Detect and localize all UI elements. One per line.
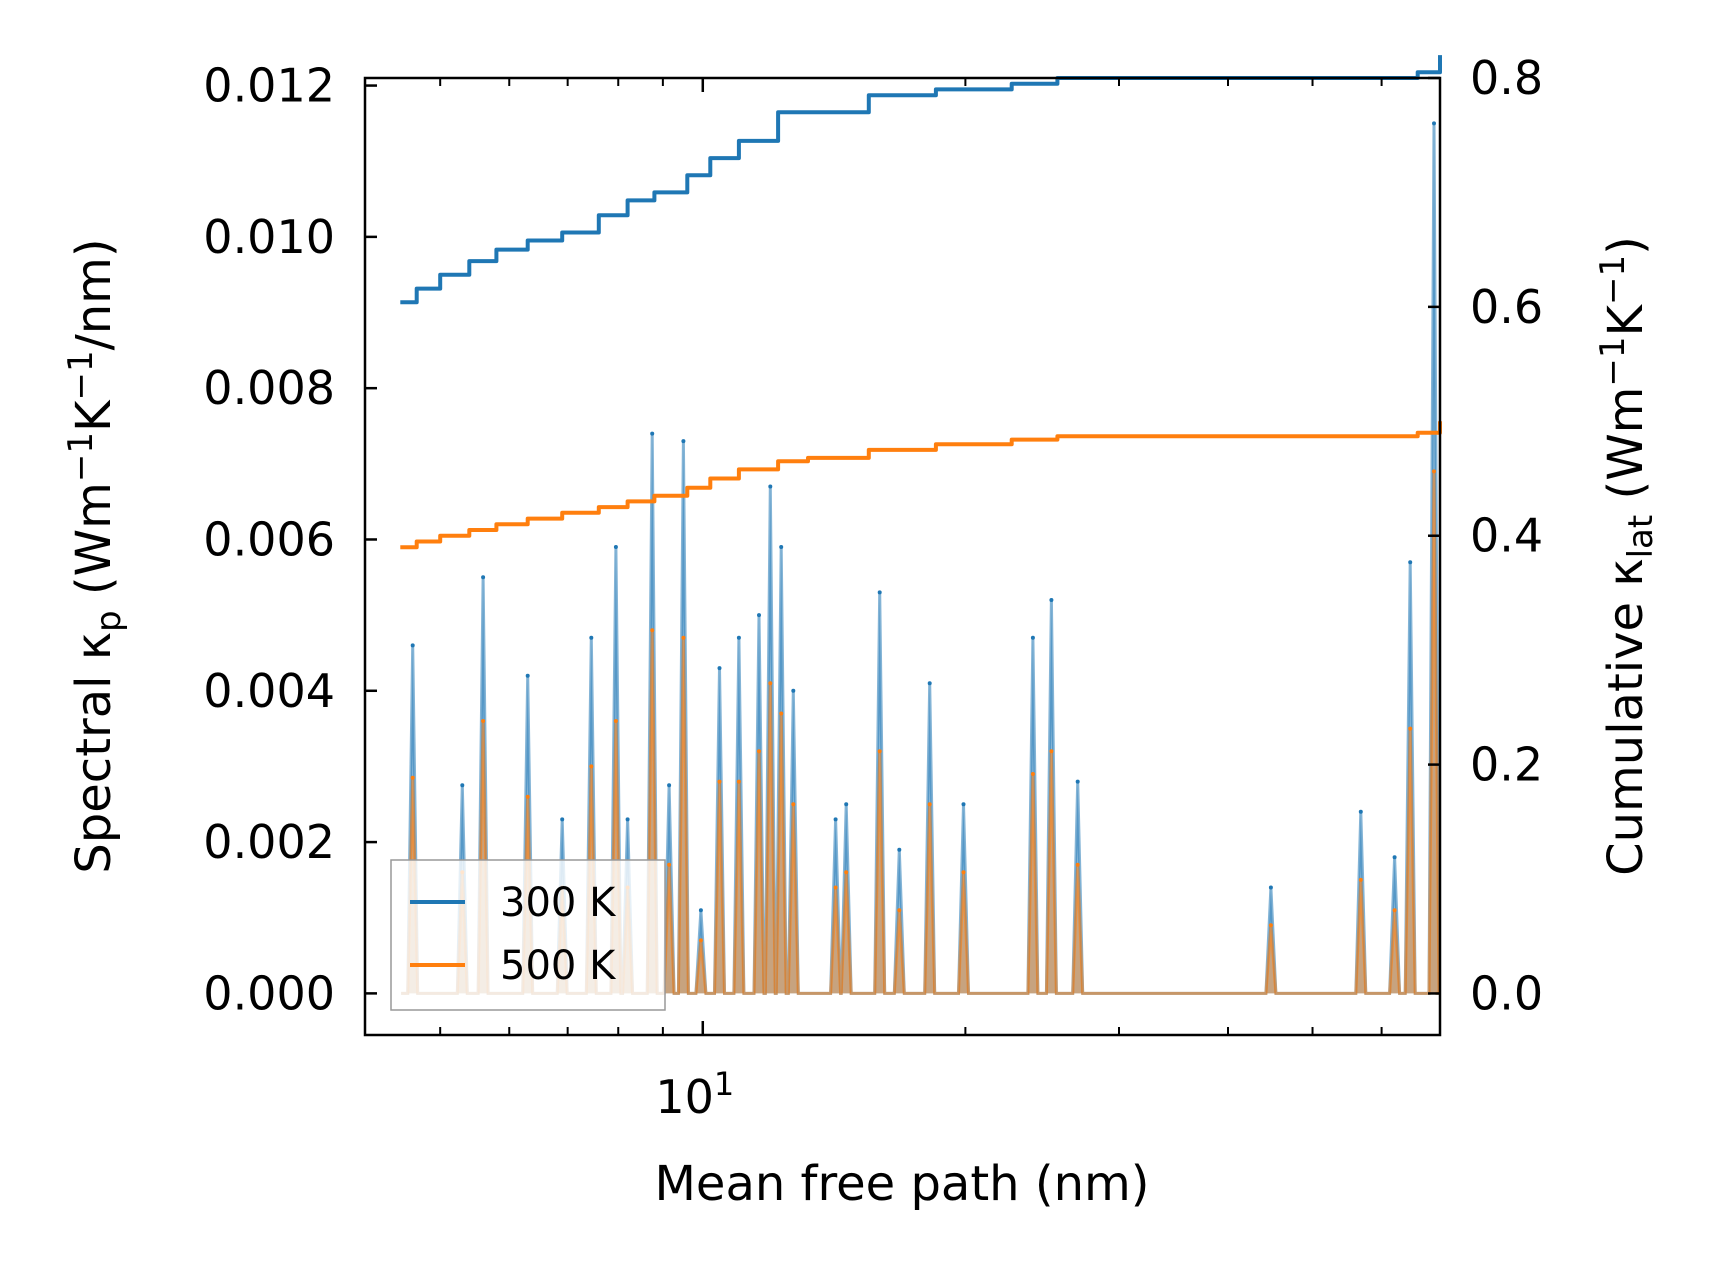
y-left-tick-label-2: 0.004	[203, 664, 335, 718]
spectral-peak-300k-25	[1049, 598, 1054, 602]
spectral-peak-500k-0	[410, 775, 415, 780]
legend-label-300k: 300 K	[500, 880, 617, 926]
spectral-peak-500k-9	[667, 862, 672, 867]
spectral-peak-500k-18	[833, 885, 838, 890]
spectral-peak-500k-15	[768, 681, 773, 686]
y-right-tick-label-2: 0.4	[1470, 509, 1543, 563]
spectral-peak-500k-28	[1358, 877, 1363, 882]
spectral-peak-500k-2	[481, 719, 486, 723]
y-right-tick-label-3: 0.6	[1470, 280, 1543, 334]
spectral-peak-300k-26	[1075, 779, 1080, 784]
spectral-peak-300k-18	[833, 817, 838, 822]
spectral-peak-500k-29	[1392, 908, 1397, 913]
y-right-tick-label-4: 0.8	[1470, 51, 1543, 105]
spectral-peak-300k-5	[589, 635, 594, 640]
cumulative-line-500k	[400, 421, 1442, 550]
spectral-peak-500k-19	[844, 870, 849, 875]
y-left-tick-label-0: 0.000	[203, 966, 335, 1020]
spectral-peak-500k-3	[525, 794, 530, 799]
spectral-peak-300k-19	[844, 802, 849, 807]
spectral-peak-500k-26	[1075, 862, 1080, 867]
y-axis-left-title: Spectral κp (Wm−1K−1/nm)	[61, 238, 129, 873]
y-left-tick-label-1: 0.002	[203, 815, 335, 869]
x-tick-label-0: 101	[655, 1065, 734, 1124]
spectral-peak-500k-12	[717, 779, 722, 784]
spectral-peak-300k-2	[481, 575, 486, 580]
spectral-peak-300k-15	[768, 484, 773, 489]
spectral-peak-500k-24	[1030, 772, 1035, 776]
spectral-peak-300k-8	[650, 431, 655, 436]
spectral-peak-300k-21	[897, 847, 902, 852]
spectral-peak-300k-9	[667, 783, 672, 788]
spectral-peak-500k-16	[779, 711, 784, 716]
legend: 300 K 500 K	[390, 859, 666, 1011]
spectral-peak-500k-27	[1268, 923, 1273, 928]
spectral-peak-300k-10	[681, 439, 686, 444]
spectral-peak-300k-6	[613, 545, 618, 549]
spectral-peak-500k-13	[736, 779, 741, 784]
spectral-peak-500k-23	[961, 870, 966, 875]
spectral-peak-300k-13	[736, 635, 741, 640]
y-right-tick-label-1: 0.2	[1470, 738, 1543, 792]
spectral-peak-300k-16	[779, 545, 784, 549]
spectral-peak-500k-31	[1432, 469, 1436, 474]
spectral-peak-500k-14	[757, 749, 761, 754]
spectral-peak-500k-11	[698, 938, 703, 943]
spectral-peak-300k-22	[927, 681, 932, 686]
spectral-peak-300k-12	[717, 666, 722, 671]
spectral-peak-500k-20	[877, 749, 882, 754]
spectral-peak-300k-14	[757, 613, 761, 618]
spectral-peak-300k-28	[1358, 809, 1363, 814]
plot-frame	[363, 76, 1442, 1037]
spectral-peak-300k-30	[1408, 560, 1413, 565]
spectral-peak-500k-5	[589, 764, 594, 769]
spectral-peak-500k-6	[613, 719, 618, 723]
spectral-peak-300k-29	[1392, 855, 1397, 860]
legend-label-500k: 500 K	[500, 943, 617, 989]
spectral-peak-300k-24	[1030, 635, 1035, 640]
spectral-peak-500k-21	[897, 908, 902, 913]
spectral-peak-500k-17	[791, 802, 796, 807]
spectral-peak-500k-22	[927, 802, 932, 807]
y-right-tick-label-0: 0.0	[1470, 966, 1543, 1020]
spectral-peak-500k-25	[1049, 749, 1054, 754]
y-left-tick-label-5: 0.010	[203, 210, 335, 264]
spectral-peak-300k-31	[1432, 121, 1436, 126]
spectral-peak-300k-0	[410, 643, 415, 648]
spectral-peak-300k-20	[877, 590, 882, 595]
x-axis-title: Mean free path (nm)	[655, 1156, 1150, 1212]
y-left-tick-label-3: 0.006	[203, 512, 335, 566]
spectral-peak-300k-4	[560, 817, 565, 822]
spectral-peak-500k-10	[681, 635, 686, 640]
spectral-peak-500k-30	[1408, 726, 1413, 731]
spectral-peak-300k-17	[791, 688, 796, 693]
spectral-peak-300k-27	[1268, 885, 1273, 890]
spectral-peak-300k-3	[525, 673, 530, 678]
spectral-peak-300k-1	[460, 783, 465, 788]
ticks-layer: 0.000 0.002 0.004 0.006 0.008 0.010 0.012 0.0 0.…	[203, 51, 1543, 1124]
spectral-peak-300k-11	[698, 908, 703, 913]
spectral-peak-500k-8	[650, 628, 655, 633]
y-left-tick-label-4: 0.008	[203, 361, 335, 415]
spectral-peak-300k-7	[625, 817, 630, 822]
spectral-peak-300k-23	[961, 802, 966, 807]
y-axis-right-title: Cumulative κlat (Wm−1K−1)	[1593, 236, 1661, 876]
y-left-tick-label-6: 0.012	[203, 59, 335, 113]
legend-box	[390, 859, 666, 1011]
